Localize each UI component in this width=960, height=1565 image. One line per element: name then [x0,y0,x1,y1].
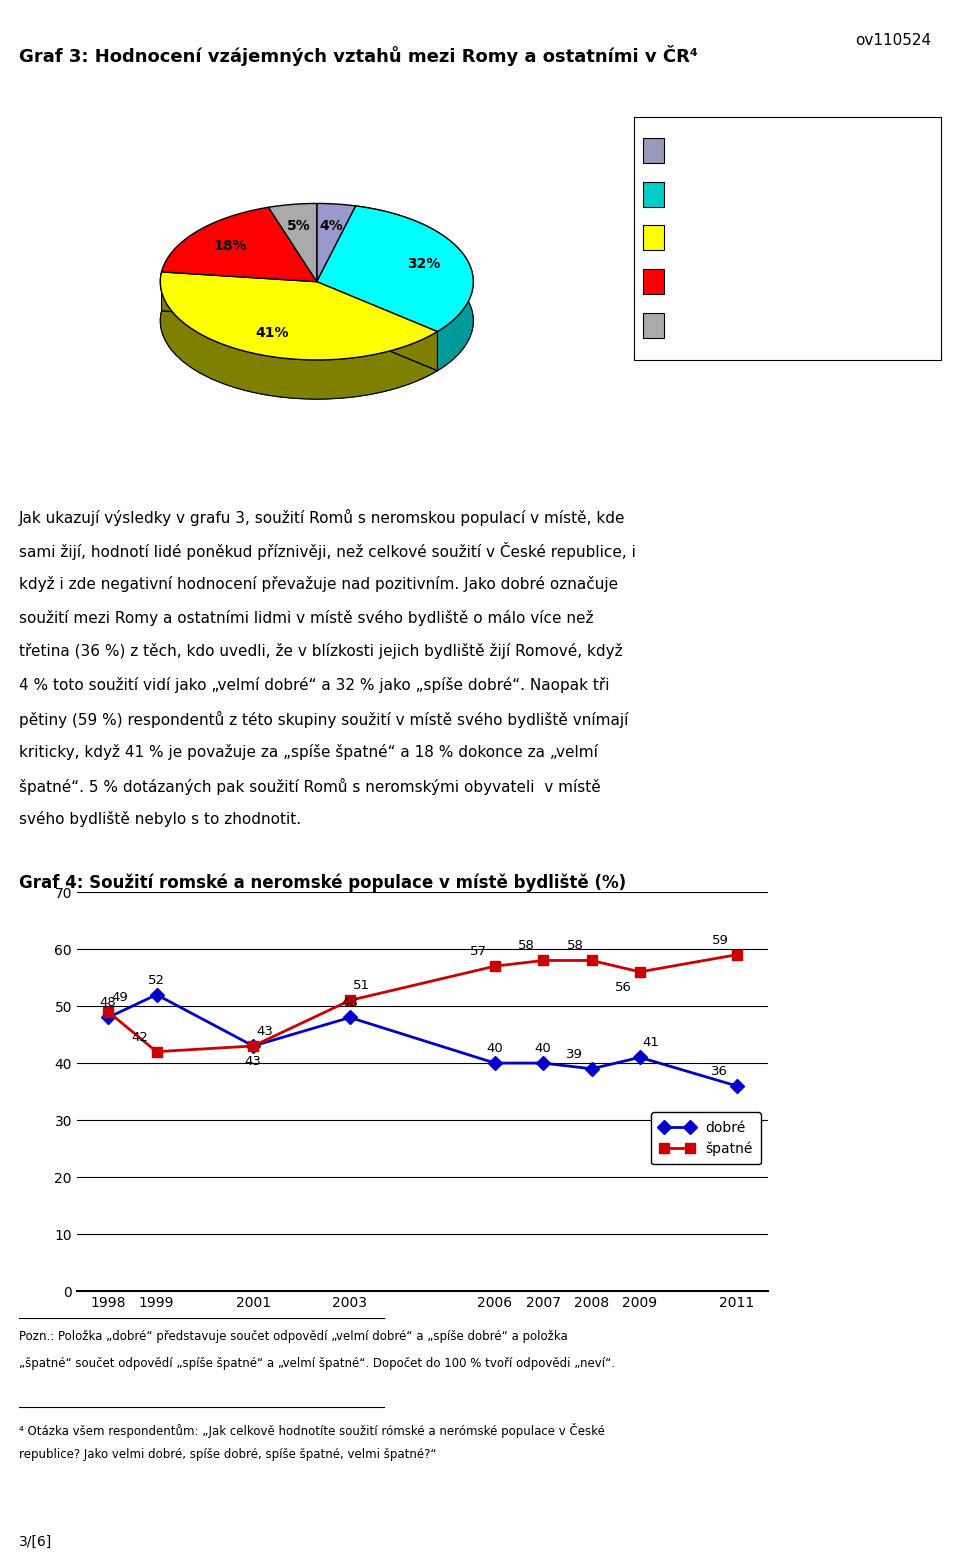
Text: 58: 58 [518,939,535,953]
špatné [151,1042,162,1061]
Text: svého bydliště nebylo s to zhodnotit.: svého bydliště nebylo s to zhodnotit. [19,811,301,828]
Text: pětiny (59 %) respondentů z této skupiny soužití v místě svého bydliště vnímají: pětiny (59 %) respondentů z této skupiny… [19,711,629,728]
dobré [103,1008,114,1027]
Text: 36: 36 [711,1064,729,1078]
Line: špatné: špatné [104,950,741,1056]
Text: 43: 43 [256,1025,273,1038]
Text: 48: 48 [342,997,358,1009]
Text: velmi dobré: velmi dobré [672,142,752,155]
špatné [344,991,355,1009]
Text: 48: 48 [100,997,116,1009]
špatné [586,952,597,970]
dobré [151,986,162,1005]
dobré [344,1008,355,1027]
Text: 51: 51 [352,980,370,992]
Text: 3/[6]: 3/[6] [19,1535,53,1549]
Text: 41%: 41% [255,327,289,341]
Text: třetina (36 %) z těch, kdo uvedli, že v blízkosti jejich bydliště žijí Romové, k: třetina (36 %) z těch, kdo uvedli, že v … [19,643,623,659]
Text: Jak ukazují výsledky v grafu 3, soužití Romů s neromskou populací v místě, kde: Jak ukazují výsledky v grafu 3, soužití … [19,509,626,526]
špatné [103,1003,114,1022]
špatné [635,962,646,981]
dobré [586,1060,597,1078]
Text: 52: 52 [148,973,165,986]
Text: ⁴ Otázka všem respondentům: „Jak celkově hodnotíte soužití rómské a nerómské pop: ⁴ Otázka všem respondentům: „Jak celkově… [19,1423,605,1438]
Ellipse shape [160,243,473,399]
špatné [731,945,742,964]
Polygon shape [160,272,438,399]
Text: ov110524: ov110524 [855,33,931,49]
Text: když i zde negativní hodnocení převažuje nad pozitivním. Jako dobré označuje: když i zde negativní hodnocení převažuje… [19,576,618,592]
Text: 32%: 32% [407,257,441,271]
Legend: dobré, špatné: dobré, špatné [651,1113,761,1164]
Text: 41: 41 [642,1036,660,1049]
Text: 57: 57 [469,945,487,958]
Text: 5%: 5% [287,219,311,233]
Text: republice? Jako velmi dobré, spíše dobré, spíše špatné, velmi špatné?“: republice? Jako velmi dobré, spíše dobré… [19,1448,437,1460]
Text: 56: 56 [614,981,632,994]
Polygon shape [269,203,317,282]
špatné [538,952,549,970]
Text: Pozn.: Položka „dobré“ představuje součet odpovědí „velmí dobré“ a „spíše dobré“: Pozn.: Položka „dobré“ představuje souče… [19,1330,568,1343]
Polygon shape [317,203,356,282]
Text: 49: 49 [111,991,128,1003]
Text: 4%: 4% [319,219,343,233]
Text: 58: 58 [566,939,584,953]
Text: 42: 42 [132,1031,149,1044]
Text: 18%: 18% [213,239,247,254]
dobré [538,1053,549,1072]
Text: 39: 39 [566,1047,584,1061]
Text: 4 % toto soužití vidí jako „velmí dobré“ a 32 % jako „spíše dobré“. Naopak tři: 4 % toto soužití vidí jako „velmí dobré“… [19,676,610,693]
Text: neví: neví [672,318,701,330]
Line: dobré: dobré [104,989,741,1091]
Text: sami žijí, hodnotí lidé poněkud příznivěji, než celkové soužití v České republic: sami žijí, hodnotí lidé poněkud příznivě… [19,541,636,560]
Text: 59: 59 [711,934,729,947]
Text: 43: 43 [245,1055,262,1069]
Text: velmi špatné: velmi špatné [672,274,758,286]
Text: 40: 40 [487,1042,503,1055]
špatné [248,1036,259,1055]
Polygon shape [160,272,438,360]
dobré [490,1053,501,1072]
Text: spíše dobré: spíše dobré [672,186,749,199]
Text: spíše špatné: spíše špatné [672,230,756,243]
dobré [635,1049,646,1067]
Text: 40: 40 [535,1042,552,1055]
Text: Graf 4: Soužití romské a neromské populace v místě bydliště (%): Graf 4: Soužití romské a neromské popula… [19,873,626,892]
špatné [490,956,501,975]
Polygon shape [317,207,473,332]
Text: soužití mezi Romy a ostatními lidmi v místě svého bydliště o málo více než: soužití mezi Romy a ostatními lidmi v mí… [19,609,593,626]
dobré [248,1036,259,1055]
Polygon shape [161,207,317,282]
Text: „špatné“ součet odpovědí „spíše špatné“ a „velmí špatné“. Dopočet do 100 % tvoří: „špatné“ součet odpovědí „spíše špatné“ … [19,1357,615,1369]
Text: Graf 3: Hodnocení vzájemných vztahů mezi Romy a ostatními v ČR⁴: Graf 3: Hodnocení vzájemných vztahů mezi… [19,45,698,66]
Text: kriticky, když 41 % je považuje za „spíše špatné“ a 18 % dokonce za „velmí: kriticky, když 41 % je považuje za „spíš… [19,743,598,761]
dobré [731,1077,742,1096]
Polygon shape [356,207,473,371]
Text: špatné“. 5 % dotázaných pak soužití Romů s neromskými obyvateli  v místě: špatné“. 5 % dotázaných pak soužití Romů… [19,778,601,795]
